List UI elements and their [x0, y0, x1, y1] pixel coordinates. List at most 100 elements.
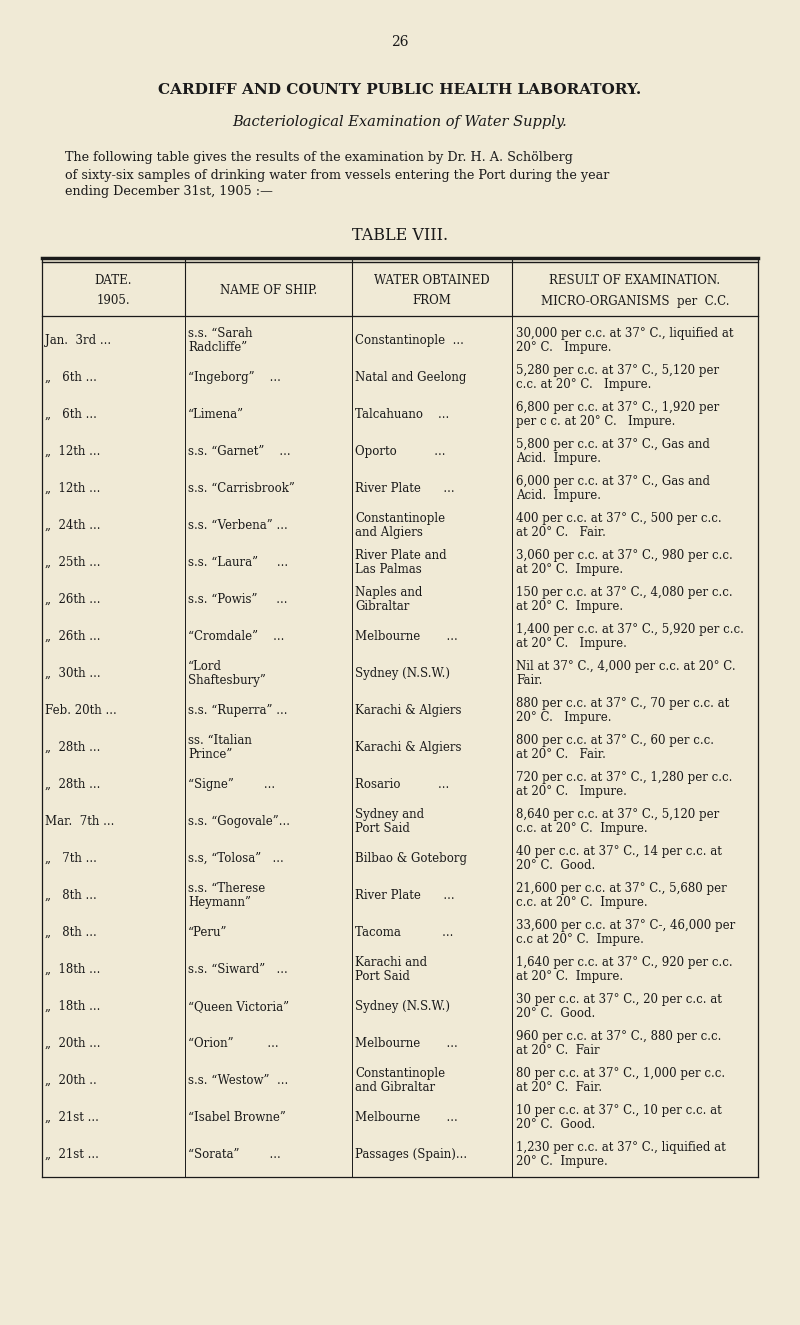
- Text: „  12th ...: „ 12th ...: [45, 445, 100, 458]
- Text: Melbourne       ...: Melbourne ...: [355, 629, 458, 643]
- Text: Bilbao & Goteborg: Bilbao & Goteborg: [355, 852, 467, 865]
- Text: at 20° C.  Impure.: at 20° C. Impure.: [516, 970, 623, 983]
- Text: 720 per c.c. at 37° C., 1,280 per c.c.: 720 per c.c. at 37° C., 1,280 per c.c.: [516, 771, 732, 784]
- Text: 21,600 per c.c. at 37° C., 5,680 per: 21,600 per c.c. at 37° C., 5,680 per: [516, 882, 726, 896]
- Text: Mar.  7th ...: Mar. 7th ...: [45, 815, 114, 828]
- Text: Acid.  Impure.: Acid. Impure.: [516, 489, 601, 502]
- Text: Oporto          ...: Oporto ...: [355, 445, 446, 458]
- Text: „   7th ...: „ 7th ...: [45, 852, 97, 865]
- Text: Constantinople  ...: Constantinople ...: [355, 334, 464, 347]
- Text: c.c. at 20° C.  Impure.: c.c. at 20° C. Impure.: [516, 822, 648, 835]
- Text: Nil at 37° C., 4,000 per c.c. at 20° C.: Nil at 37° C., 4,000 per c.c. at 20° C.: [516, 660, 736, 673]
- Text: Constantinople: Constantinople: [355, 1067, 445, 1080]
- Text: „  20th ..: „ 20th ..: [45, 1075, 97, 1086]
- Text: 20° C.  Impure.: 20° C. Impure.: [516, 1155, 608, 1167]
- Text: 1,230 per c.c. at 37° C., liquified at: 1,230 per c.c. at 37° C., liquified at: [516, 1141, 726, 1154]
- Text: “Peru”: “Peru”: [188, 926, 227, 939]
- Text: River Plate      ...: River Plate ...: [355, 482, 454, 496]
- Text: Constantinople: Constantinople: [355, 513, 445, 525]
- Text: Fair.: Fair.: [516, 673, 542, 686]
- Text: “Ingeborg”    ...: “Ingeborg” ...: [188, 371, 281, 384]
- Text: „  12th ...: „ 12th ...: [45, 482, 100, 496]
- Text: s.s. “Powis”     ...: s.s. “Powis” ...: [188, 594, 287, 606]
- Text: “Signe”        ...: “Signe” ...: [188, 778, 275, 791]
- Text: “Cromdale”    ...: “Cromdale” ...: [188, 629, 284, 643]
- Text: Jan.  3rd ...: Jan. 3rd ...: [45, 334, 111, 347]
- Text: „  21st ...: „ 21st ...: [45, 1110, 99, 1124]
- Text: ending December 31st, 1905 :—: ending December 31st, 1905 :—: [65, 186, 273, 199]
- Text: Radcliffe”: Radcliffe”: [188, 341, 247, 354]
- Text: Melbourne       ...: Melbourne ...: [355, 1110, 458, 1124]
- Text: Karachi & Algiers: Karachi & Algiers: [355, 704, 462, 717]
- Text: 20° C.  Good.: 20° C. Good.: [516, 1118, 595, 1130]
- Text: „  28th ...: „ 28th ...: [45, 778, 100, 791]
- Text: „  18th ...: „ 18th ...: [45, 963, 100, 977]
- Text: s.s. “Westow”  ...: s.s. “Westow” ...: [188, 1075, 288, 1086]
- Text: 30 per c.c. at 37° C., 20 per c.c. at: 30 per c.c. at 37° C., 20 per c.c. at: [516, 994, 722, 1006]
- Text: „  26th ...: „ 26th ...: [45, 594, 101, 606]
- Text: Bacteriological Examination of Water Supply.: Bacteriological Examination of Water Sup…: [233, 115, 567, 129]
- Text: Rosario          ...: Rosario ...: [355, 778, 450, 791]
- Text: 6,800 per c.c. at 37° C., 1,920 per: 6,800 per c.c. at 37° C., 1,920 per: [516, 401, 719, 415]
- Text: The following table gives the results of the examination by Dr. H. A. Schölberg: The following table gives the results of…: [65, 151, 573, 164]
- Text: River Plate      ...: River Plate ...: [355, 889, 454, 902]
- Text: s.s, “Tolosa”   ...: s.s, “Tolosa” ...: [188, 852, 284, 865]
- Text: 1,640 per c.c. at 37° C., 920 per c.c.: 1,640 per c.c. at 37° C., 920 per c.c.: [516, 957, 733, 970]
- Text: s.s. “Ruperra” ...: s.s. “Ruperra” ...: [188, 704, 287, 717]
- Text: Passages (Spain)...: Passages (Spain)...: [355, 1147, 467, 1161]
- Text: 1,400 per c.c. at 37° C., 5,920 per c.c.: 1,400 per c.c. at 37° C., 5,920 per c.c.: [516, 623, 744, 636]
- Text: Karachi and: Karachi and: [355, 957, 427, 970]
- Text: 5,800 per c.c. at 37° C., Gas and: 5,800 per c.c. at 37° C., Gas and: [516, 439, 710, 452]
- Text: „   8th ...: „ 8th ...: [45, 889, 97, 902]
- Text: Sydney (N.S.W.): Sydney (N.S.W.): [355, 666, 450, 680]
- Text: ss. “Italian: ss. “Italian: [188, 734, 252, 747]
- Text: NAME OF SHIP.: NAME OF SHIP.: [220, 285, 317, 298]
- Text: at 20° C.  Fair.: at 20° C. Fair.: [516, 1081, 602, 1093]
- Text: 26: 26: [391, 34, 409, 49]
- Text: “Limena”: “Limena”: [188, 408, 244, 421]
- Text: s.s. “Gogovale”...: s.s. “Gogovale”...: [188, 815, 290, 828]
- Text: and Algiers: and Algiers: [355, 526, 423, 539]
- Text: at 20° C.  Impure.: at 20° C. Impure.: [516, 600, 623, 612]
- Text: „  25th ...: „ 25th ...: [45, 556, 101, 568]
- Text: 6,000 per c.c. at 37° C., Gas and: 6,000 per c.c. at 37° C., Gas and: [516, 476, 710, 488]
- Text: „  30th ...: „ 30th ...: [45, 666, 101, 680]
- Text: „  28th ...: „ 28th ...: [45, 741, 100, 754]
- Text: s.s. “Verbena” ...: s.s. “Verbena” ...: [188, 519, 288, 533]
- Text: „   8th ...: „ 8th ...: [45, 926, 97, 939]
- Text: c.c at 20° C.  Impure.: c.c at 20° C. Impure.: [516, 933, 644, 946]
- Text: s.s. “Garnet”    ...: s.s. “Garnet” ...: [188, 445, 290, 458]
- Text: at 20° C.   Fair.: at 20° C. Fair.: [516, 747, 606, 761]
- Text: 800 per c.c. at 37° C., 60 per c.c.: 800 per c.c. at 37° C., 60 per c.c.: [516, 734, 714, 747]
- Text: s.s. “Therese: s.s. “Therese: [188, 882, 266, 896]
- Text: 33,600 per c.c. at 37° C-, 46,000 per: 33,600 per c.c. at 37° C-, 46,000 per: [516, 920, 735, 933]
- Text: c.c. at 20° C.   Impure.: c.c. at 20° C. Impure.: [516, 378, 651, 391]
- Text: 20° C.   Impure.: 20° C. Impure.: [516, 710, 611, 723]
- Text: 400 per c.c. at 37° C., 500 per c.c.: 400 per c.c. at 37° C., 500 per c.c.: [516, 513, 722, 525]
- Text: Naples and: Naples and: [355, 586, 422, 599]
- Text: Acid.  Impure.: Acid. Impure.: [516, 452, 601, 465]
- Text: s.s. “Carrisbrook”: s.s. “Carrisbrook”: [188, 482, 295, 496]
- Text: “Orion”         ...: “Orion” ...: [188, 1037, 278, 1049]
- Text: at 20° C.  Fair: at 20° C. Fair: [516, 1044, 600, 1057]
- Text: “Queen Victoria”: “Queen Victoria”: [188, 1000, 289, 1014]
- Text: Prince”: Prince”: [188, 747, 232, 761]
- Text: Shaftesbury”: Shaftesbury”: [188, 673, 266, 686]
- Text: 150 per c.c. at 37° C., 4,080 per c.c.: 150 per c.c. at 37° C., 4,080 per c.c.: [516, 586, 733, 599]
- Text: Gibraltar: Gibraltar: [355, 600, 410, 612]
- Text: WATER OBTAINED
FROM: WATER OBTAINED FROM: [374, 274, 490, 307]
- Text: 20° C.   Impure.: 20° C. Impure.: [516, 341, 611, 354]
- Text: s.s. “Laura”     ...: s.s. “Laura” ...: [188, 556, 288, 568]
- Text: Port Said: Port Said: [355, 970, 410, 983]
- Text: Sydney (N.S.W.): Sydney (N.S.W.): [355, 1000, 450, 1014]
- Text: at 20° C.   Impure.: at 20° C. Impure.: [516, 784, 627, 798]
- Text: 20° C.  Good.: 20° C. Good.: [516, 859, 595, 872]
- Text: 960 per c.c. at 37° C., 880 per c.c.: 960 per c.c. at 37° C., 880 per c.c.: [516, 1031, 722, 1043]
- Text: at 20° C.   Impure.: at 20° C. Impure.: [516, 637, 627, 649]
- Text: per c c. at 20° C.   Impure.: per c c. at 20° C. Impure.: [516, 415, 675, 428]
- Text: Karachi & Algiers: Karachi & Algiers: [355, 741, 462, 754]
- Text: at 20° C.  Impure.: at 20° C. Impure.: [516, 563, 623, 576]
- Text: “Sorata”        ...: “Sorata” ...: [188, 1147, 281, 1161]
- Text: „   6th ...: „ 6th ...: [45, 371, 97, 384]
- Text: 80 per c.c. at 37° C., 1,000 per c.c.: 80 per c.c. at 37° C., 1,000 per c.c.: [516, 1067, 725, 1080]
